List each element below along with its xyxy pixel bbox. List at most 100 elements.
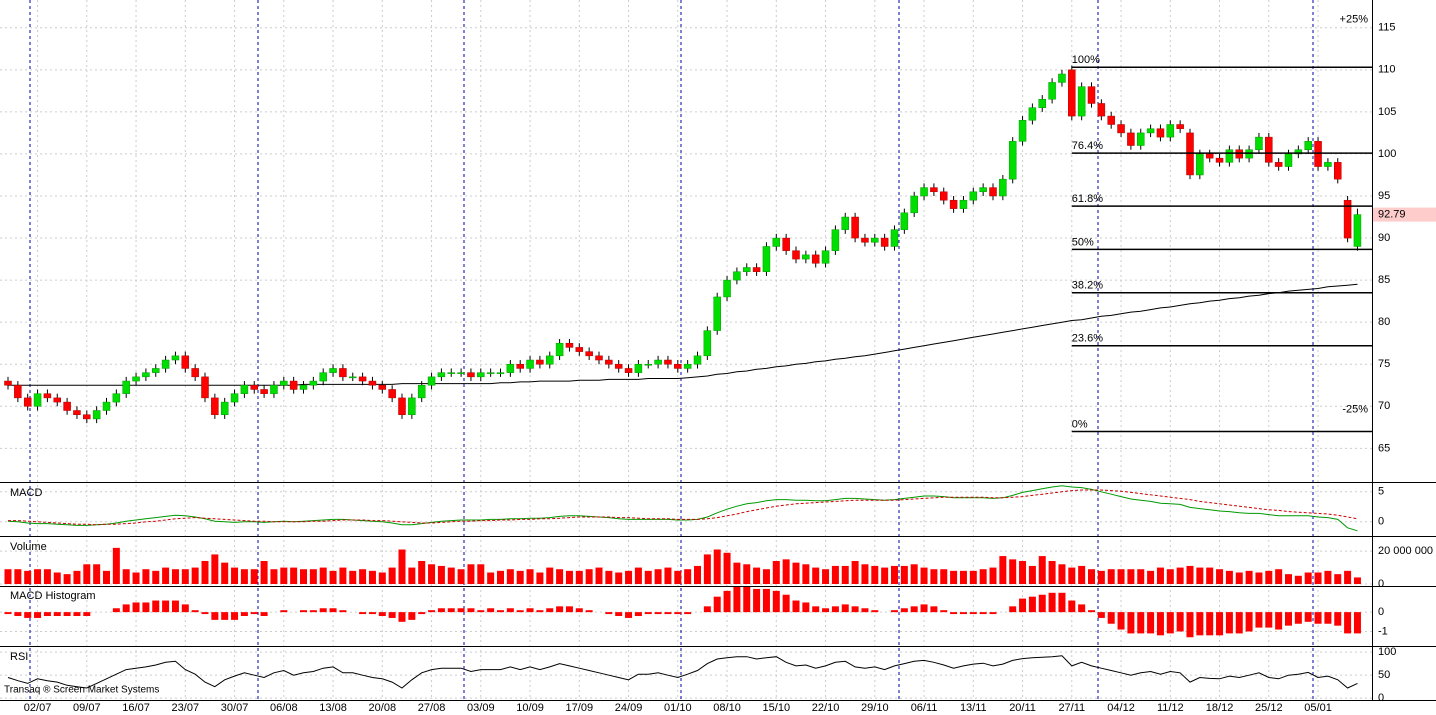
candle-body: [940, 191, 948, 201]
bar: [999, 556, 1007, 584]
bar: [694, 565, 701, 584]
bar: [526, 569, 534, 584]
bar: [1009, 559, 1017, 584]
bar: [221, 562, 229, 584]
candle-body: [703, 330, 712, 357]
bar: [1344, 612, 1352, 634]
bar: [53, 572, 61, 584]
bar: [1235, 572, 1243, 584]
bar: [398, 549, 406, 584]
bar: [1225, 612, 1233, 634]
bar: [231, 612, 239, 620]
candle-body: [949, 199, 958, 209]
candle-body: [152, 368, 160, 373]
y-tick-label: 75: [1378, 358, 1390, 370]
candle-body: [1146, 128, 1155, 134]
candle-body: [644, 363, 652, 366]
bar: [63, 574, 71, 584]
candle-body: [762, 246, 771, 272]
bar: [930, 606, 938, 613]
bar: [605, 612, 613, 615]
bar: [1285, 612, 1292, 626]
bar: [93, 564, 101, 584]
bar: [644, 612, 652, 615]
candle-body: [4, 380, 12, 386]
bar: [211, 612, 219, 620]
bar: [112, 547, 120, 584]
bar: [969, 570, 977, 584]
panel-title: RSI: [10, 651, 28, 663]
bar: [14, 612, 22, 616]
bar: [841, 604, 849, 613]
candle-body: [890, 229, 899, 247]
candle-body: [181, 355, 190, 369]
candle-body: [1235, 149, 1243, 159]
bar: [802, 564, 810, 584]
bar: [467, 608, 475, 613]
bar: [388, 567, 396, 584]
bar: [1166, 569, 1174, 584]
candle-body: [211, 397, 219, 415]
bar: [1088, 569, 1095, 584]
bar: [595, 567, 603, 584]
candle-body: [33, 393, 42, 407]
bar: [664, 612, 672, 615]
bar: [1285, 574, 1292, 584]
bar: [191, 610, 199, 613]
bar: [477, 610, 485, 613]
bar: [792, 600, 800, 613]
bar: [1353, 612, 1361, 634]
bar: [1206, 612, 1214, 636]
fib-label: 23.6%: [1072, 333, 1103, 345]
bar: [703, 606, 711, 613]
bar: [900, 608, 908, 613]
candle-body: [201, 376, 209, 399]
fib-label: 61.8%: [1072, 193, 1103, 205]
bar: [664, 567, 672, 584]
bar: [950, 612, 958, 615]
bar: [1235, 612, 1243, 634]
bar: [63, 612, 71, 616]
bar: [881, 567, 889, 584]
candle-body: [851, 216, 859, 239]
candle-body: [506, 363, 515, 373]
bar: [408, 612, 416, 620]
bar: [211, 554, 219, 584]
candle-body: [319, 372, 327, 382]
candle-body: [417, 385, 426, 399]
candle-body: [1304, 141, 1312, 150]
bar: [329, 570, 337, 584]
bar: [447, 567, 455, 584]
y-tick-label: 80: [1378, 316, 1390, 328]
bar: [989, 612, 997, 615]
candle-body: [782, 237, 790, 251]
bar: [625, 570, 633, 584]
y-tick-label: 0: [1378, 578, 1384, 590]
last-price-label: 92.79: [1378, 208, 1406, 220]
bar: [1255, 572, 1263, 584]
bar: [1019, 598, 1027, 613]
bar: [1156, 567, 1164, 584]
bar: [1147, 570, 1155, 584]
candle-body: [437, 372, 446, 378]
candle-body: [546, 355, 554, 365]
bar: [280, 567, 288, 584]
candle-body: [14, 385, 22, 399]
candle-body: [1334, 162, 1342, 180]
bar: [703, 554, 711, 584]
bar: [1137, 612, 1145, 634]
bar: [43, 612, 51, 616]
fib-label: 76.4%: [1072, 140, 1103, 152]
x-tick-label: 27/08: [418, 702, 446, 714]
bar: [4, 612, 12, 615]
candle-body: [1117, 124, 1125, 134]
y-tick-label: -1: [1378, 625, 1388, 637]
bar: [605, 570, 613, 584]
moving-average: [8, 283, 1358, 386]
y-tick-label: 50: [1378, 669, 1390, 681]
candle-body: [477, 372, 485, 378]
bar: [1058, 592, 1066, 613]
candle-body: [388, 389, 396, 399]
bar: [112, 608, 120, 613]
